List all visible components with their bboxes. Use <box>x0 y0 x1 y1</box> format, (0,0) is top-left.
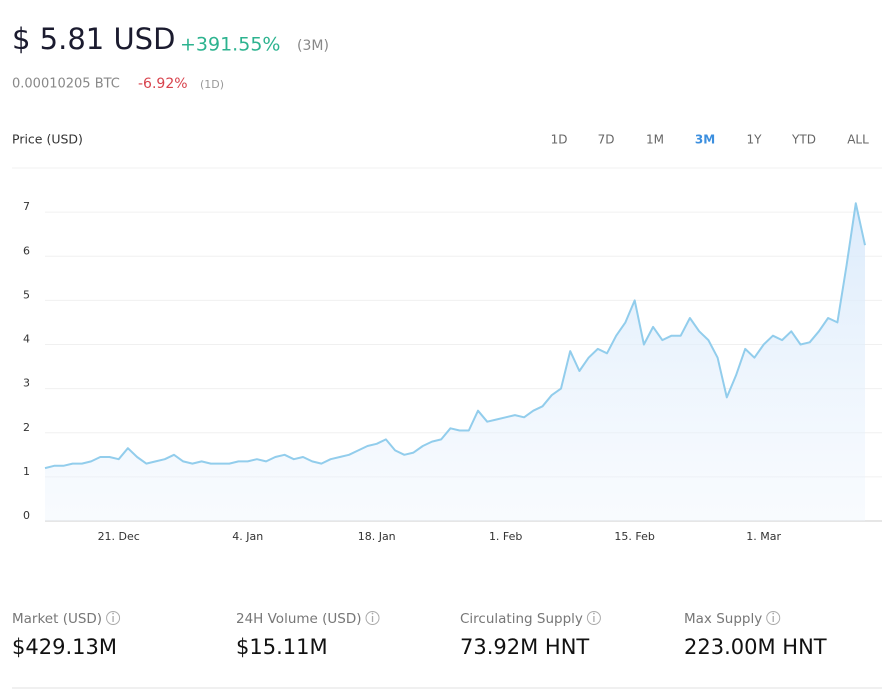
range-button[interactable]: 3M <box>695 133 715 147</box>
info-icon <box>106 611 121 625</box>
x-tick-label: 1. Feb <box>489 530 522 543</box>
range-button[interactable]: 1D <box>551 133 568 147</box>
info-icon <box>586 611 601 625</box>
range-button[interactable]: 7D <box>598 133 615 147</box>
y-tick-label: 2 <box>23 421 30 434</box>
y-tick-label: 3 <box>23 377 30 390</box>
x-tick-label: 18. Jan <box>358 530 396 543</box>
chart-label: Price (USD) <box>12 132 83 147</box>
info-icon-dot <box>593 612 595 615</box>
stat-label: Market (USD) <box>12 611 102 627</box>
y-tick-label: 0 <box>23 509 30 522</box>
x-tick-label: 15. Feb <box>614 530 654 543</box>
info-icon-dot <box>371 612 374 615</box>
info-icon <box>766 611 781 625</box>
y-tick-label: 5 <box>23 288 30 301</box>
btc-price: 0.00010205 BTC <box>12 77 120 92</box>
stat-value: 73.92M HNT <box>460 635 589 659</box>
change-period: (3M) <box>297 38 329 54</box>
info-icon-dot <box>772 612 775 615</box>
price-change: +391.55% <box>180 34 280 56</box>
stat-value: $429.13M <box>12 635 117 659</box>
range-button[interactable]: 1M <box>646 133 664 147</box>
stat-label: 24H Volume (USD) <box>236 611 362 627</box>
y-tick-label: 7 <box>23 200 30 213</box>
y-tick-label: 4 <box>23 333 30 346</box>
stat-label: Circulating Supply <box>460 611 583 627</box>
price-line <box>44 202 866 470</box>
area-fill <box>45 203 865 522</box>
y-tick-label: 1 <box>23 465 30 478</box>
stat-label: Max Supply <box>684 611 762 627</box>
btc-period: (1D) <box>200 78 224 91</box>
x-tick-label: 1. Mar <box>746 530 781 543</box>
range-button[interactable]: YTD <box>791 133 816 147</box>
stat-value: $15.11M <box>236 635 328 659</box>
range-button[interactable]: ALL <box>847 133 869 147</box>
price: $ 5.81 USD <box>12 22 175 56</box>
y-tick-label: 6 <box>23 244 30 257</box>
range-button[interactable]: 1Y <box>747 133 763 147</box>
info-icon-dot <box>112 612 114 615</box>
info-icon <box>365 611 380 625</box>
x-tick-label: 21. Dec <box>98 530 140 543</box>
stat-value: 223.00M HNT <box>684 635 827 659</box>
x-tick-label: 4. Jan <box>232 530 263 543</box>
btc-change: -6.92% <box>138 76 188 92</box>
